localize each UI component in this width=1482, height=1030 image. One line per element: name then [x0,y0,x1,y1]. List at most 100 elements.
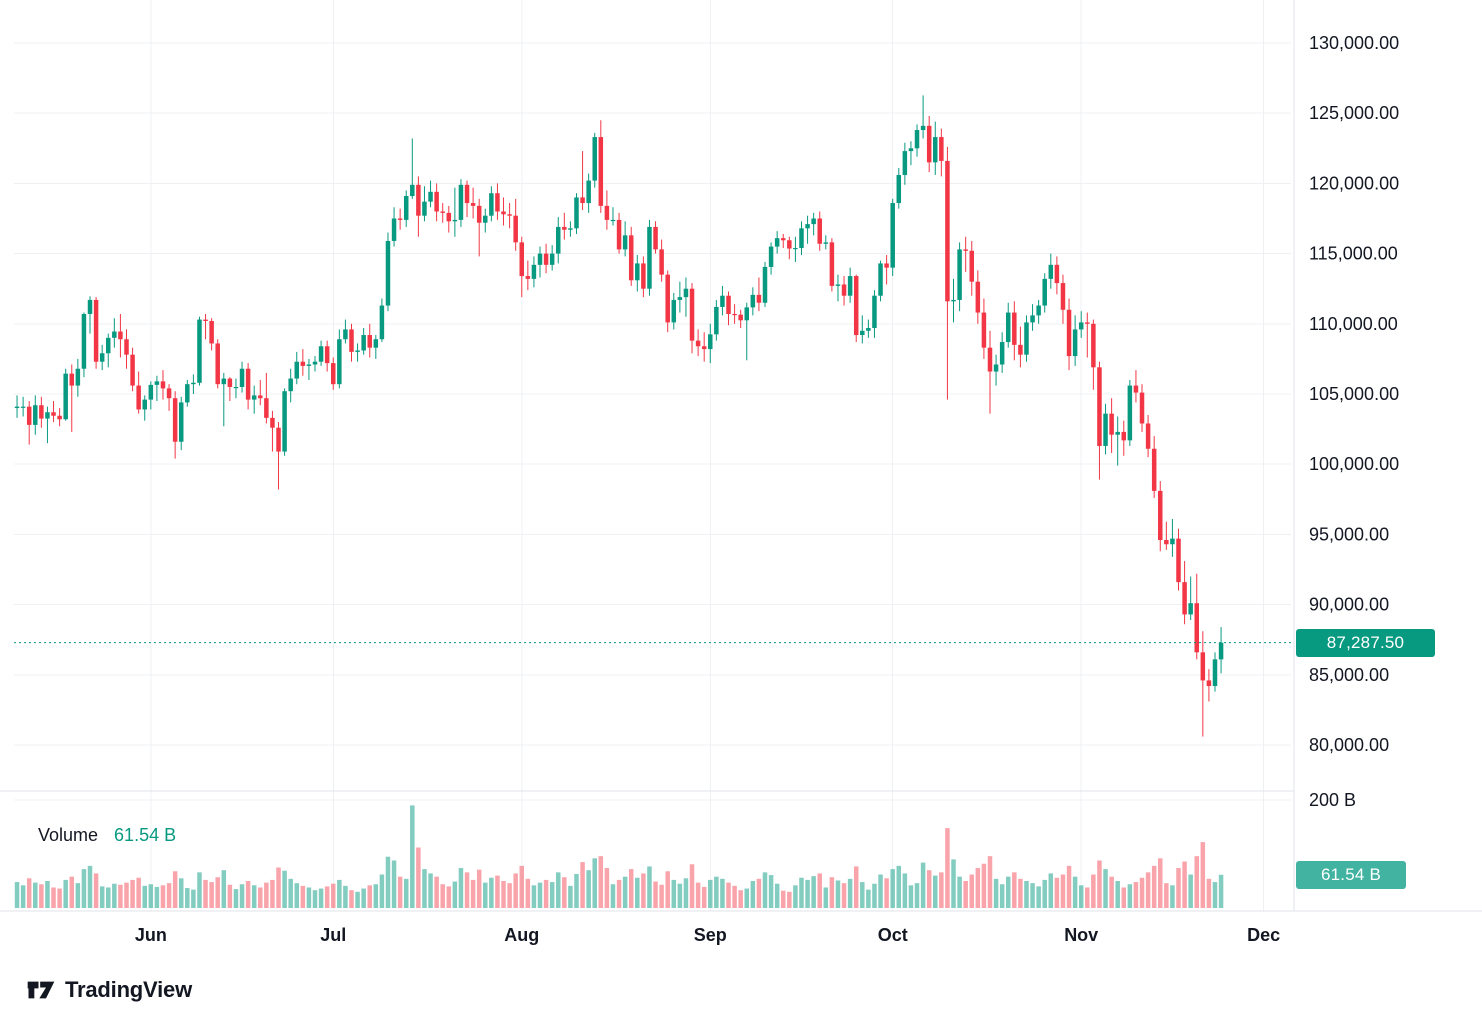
volume-bar [20,885,26,908]
time-axis-label-nov[interactable]: Nov [1064,925,1098,945]
time-axis-label-oct[interactable]: Oct [878,925,908,945]
volume-bar [470,879,476,908]
candle-body [951,299,956,302]
price-axis-label[interactable]: 100,000.00 [1309,454,1399,474]
candle-body [507,214,512,216]
candle-body [999,342,1005,365]
volume-bar [1078,885,1084,908]
candle-body [355,350,360,352]
price-axis-label[interactable]: 95,000.00 [1309,524,1389,544]
volume-legend-label[interactable]: Volume [38,825,99,845]
candle-body [835,284,841,286]
candle-body [87,299,93,314]
volume-bar [787,891,792,908]
candle-body [51,412,56,416]
volume-bar [63,879,68,908]
candle-body [178,402,184,442]
candle-body [1072,329,1078,357]
tradingview-attribution[interactable]: TradingView [26,976,192,1004]
volume-bar [665,871,670,908]
candle-body [142,399,147,410]
candle-body [1206,680,1212,687]
candle-body [902,151,908,175]
volume-bar [975,868,981,908]
volume-bar [1012,872,1017,908]
time-axis-label-jun[interactable]: Jun [135,925,167,945]
volume-bar [239,884,245,908]
volume-bar [69,876,75,908]
volume-bar [933,875,938,908]
candle-body [513,215,518,243]
candle-body [391,218,397,241]
time-axis-label-dec[interactable]: Dec [1247,925,1280,945]
candle-body [665,274,670,323]
price-axis[interactable]: 130,000.00 125,000.00 120,000.00 115,000.00… [1309,33,1399,810]
candle-body [1060,283,1066,310]
candle-body [519,242,525,277]
candle-body [799,228,804,248]
volume-legend: Volume 61.54 B [38,823,176,847]
candle-body [884,263,889,268]
volume-bar [957,876,962,908]
candle-body [148,384,154,400]
candle-body [1048,264,1054,279]
volume-bar [373,884,379,908]
volume-bar [172,871,178,908]
candle-body [385,240,391,306]
time-axis-label-jul[interactable]: Jul [320,925,346,945]
candle-body [817,218,822,244]
time-axis[interactable]: Jun Jul Aug Sep Oct Nov Dec [135,925,1280,945]
volume-bar [872,883,877,908]
volume-bar [963,881,968,908]
candle-body [641,263,646,289]
candle-body [489,193,494,216]
volume-bar [902,873,908,908]
volume-bar [756,878,762,908]
volume-bar [1127,884,1133,908]
volume-bar [422,869,427,908]
candle-body [945,160,950,302]
candle-body [215,343,220,385]
volume-bar [1121,887,1127,908]
time-axis-label-aug[interactable]: Aug [504,925,539,945]
volume-bar [434,876,439,908]
volume-bar [385,856,391,908]
price-axis-label[interactable]: 120,000.00 [1309,173,1399,193]
volume-bar [1176,868,1181,908]
candle-body [458,184,464,220]
volume-bar [312,890,318,908]
candle-body [233,386,239,389]
price-axis-label[interactable]: 130,000.00 [1309,33,1399,53]
candle-body [787,240,792,249]
price-axis-label[interactable]: 105,000.00 [1309,384,1399,404]
price-axis-label[interactable]: 115,000.00 [1309,244,1398,264]
candle-body [847,276,853,296]
price-axis-label[interactable]: 125,000.00 [1309,103,1399,123]
price-axis-label[interactable]: 80,000.00 [1309,735,1389,755]
candle-body [957,249,962,300]
volume-bar [811,876,816,908]
volume-bar [501,881,506,908]
price-axis-label[interactable]: 90,000.00 [1309,595,1389,615]
candle-body [780,238,786,241]
candle-body [349,329,354,352]
volume-bar [403,878,409,908]
candle-body [26,406,32,425]
volume-bar [1085,887,1090,908]
candle-body [264,398,269,418]
candle-body [203,319,208,321]
volume-bar [847,878,853,908]
candle-body [69,373,75,386]
time-axis-label-sep[interactable]: Sep [694,925,727,945]
volume-bar [440,884,445,908]
volume-bar [294,883,300,908]
volume-axis-label[interactable]: 200 B [1309,790,1356,810]
price-axis-label[interactable]: 85,000.00 [1309,665,1389,685]
price-axis-label[interactable]: 110,000.00 [1309,314,1398,334]
volume-bar [1218,874,1224,908]
volume-bar [683,878,689,908]
volume-bar [708,879,713,908]
candle-body [586,180,591,204]
